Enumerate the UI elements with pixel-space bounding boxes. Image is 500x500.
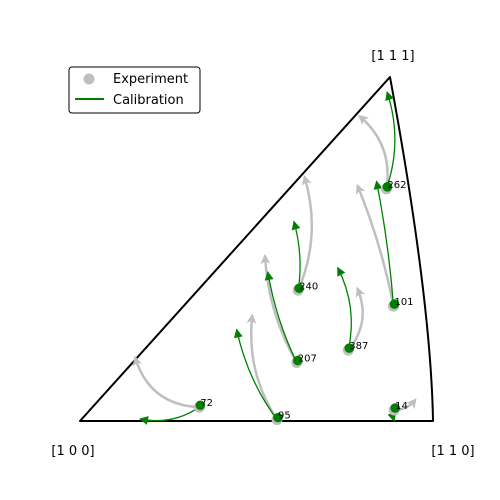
grain-label-14: 14 xyxy=(395,401,408,412)
calibration-point-207 xyxy=(292,355,303,366)
experiment-trajectory-95 xyxy=(246,313,279,421)
grain-label-240: 240 xyxy=(299,281,318,292)
corner-label-top: [1 1 1] xyxy=(371,49,414,64)
grain-label-207: 207 xyxy=(298,354,317,365)
experiment-trajectory-72 xyxy=(132,355,200,409)
ipf-boundary-triangle xyxy=(79,76,434,422)
calibration-point-387 xyxy=(344,343,355,353)
experiment-trajectory-207 xyxy=(260,253,298,364)
calibration-trajectory-207 xyxy=(264,271,298,363)
calibration-point-262 xyxy=(382,182,393,192)
calibration-trajectory-101 xyxy=(373,180,395,307)
corner-label-origin: [1 0 0] xyxy=(51,444,94,459)
calibration-point-95 xyxy=(273,412,283,423)
calibration-trajectory-72 xyxy=(139,406,200,425)
calibration-point-72 xyxy=(195,400,206,411)
legend: Experiment Calibration xyxy=(68,66,201,114)
experiment-trajectory-101 xyxy=(355,183,395,307)
calibration-trajectory-240 xyxy=(291,220,301,291)
legend-experiment-marker xyxy=(83,73,95,85)
legend-calibration-label: Calibration xyxy=(113,93,184,108)
grain-label-95: 95 xyxy=(278,411,291,422)
corner-label-right: [1 1 0] xyxy=(431,444,474,459)
calibration-trajectory-387 xyxy=(337,266,352,351)
calibration-point-101 xyxy=(389,299,400,309)
experiment-trajectory-240 xyxy=(297,174,314,291)
grain-label-72: 72 xyxy=(200,398,213,409)
trajectory-layer xyxy=(132,91,417,425)
calibration-point-14 xyxy=(390,403,400,413)
points-layer xyxy=(193,182,400,426)
calibration-trajectory-95 xyxy=(233,328,278,420)
calibration-trajectory-262 xyxy=(385,91,396,190)
grain-labels-layer: 72 95 207 240 387 101 262 14 xyxy=(200,180,413,422)
experiment-trajectory-262 xyxy=(358,114,389,189)
grain-label-387: 387 xyxy=(349,341,368,352)
grain-label-262: 262 xyxy=(387,180,406,191)
legend-box xyxy=(68,66,201,114)
calibration-point-240 xyxy=(294,283,304,294)
grain-label-101: 101 xyxy=(394,297,413,308)
legend-experiment-label: Experiment xyxy=(113,72,188,87)
